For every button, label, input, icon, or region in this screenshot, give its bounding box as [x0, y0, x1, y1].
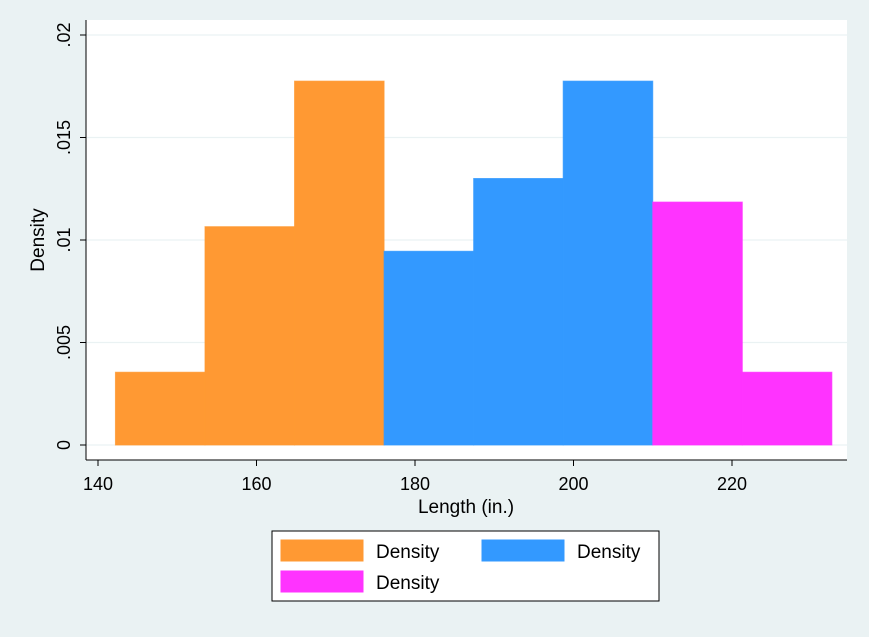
legend-label-1: Density — [376, 542, 440, 563]
bar-series-1-bin-2 — [204, 226, 296, 446]
bar-series-3-bin-1 — [652, 201, 743, 446]
y-tick-label: .015 — [54, 120, 74, 155]
legend: Density Density Density — [271, 530, 660, 602]
x-ticks: 140 160 180 200 220 — [83, 460, 747, 494]
bar-series-1-bin-3 — [294, 80, 385, 446]
x-axis-label: Length (in.) — [418, 497, 514, 518]
x-tick-label: 220 — [717, 474, 747, 494]
y-tick-label: 0 — [54, 440, 74, 450]
bars — [114, 80, 833, 446]
y-tick-label: .01 — [54, 227, 74, 252]
x-tick-label: 140 — [83, 474, 113, 494]
legend-label-2: Density — [577, 542, 641, 563]
bar-series-2-bin-3 — [562, 80, 654, 446]
bar-series-3-bin-2 — [741, 371, 833, 446]
x-tick-label: 200 — [558, 474, 588, 494]
legend-swatch-1 — [280, 539, 364, 562]
legend-label-3: Density — [376, 573, 440, 594]
y-axis-label: Density — [28, 208, 49, 272]
y-tick-label: .02 — [54, 22, 74, 47]
bar-series-2-bin-2 — [473, 178, 564, 446]
bar-series-2-bin-1 — [383, 250, 475, 446]
y-ticks: 0 .005 .01 .015 .02 — [54, 22, 86, 450]
x-tick-label: 160 — [241, 474, 271, 494]
y-tick-label: .005 — [54, 325, 74, 360]
legend-swatch-3 — [280, 570, 364, 593]
legend-swatch-2 — [481, 539, 565, 562]
bar-series-1-bin-1 — [114, 371, 206, 446]
x-tick-label: 180 — [400, 474, 430, 494]
